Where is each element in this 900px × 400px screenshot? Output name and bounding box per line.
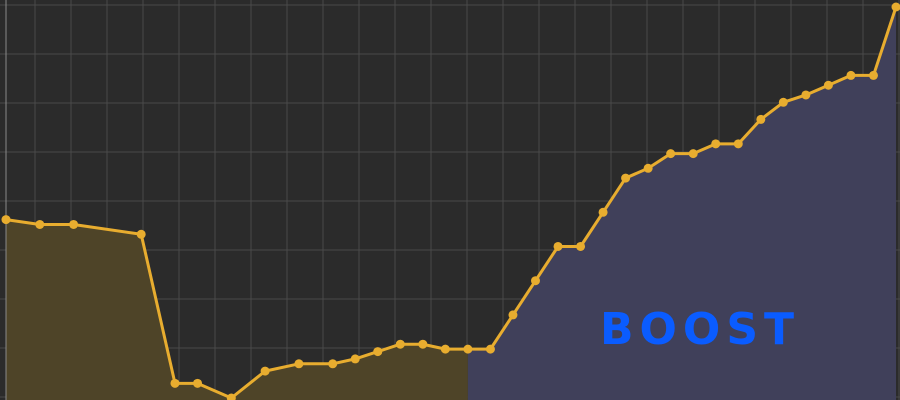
data-point xyxy=(418,339,428,349)
data-point xyxy=(294,359,304,369)
data-point xyxy=(733,139,743,149)
data-point xyxy=(69,219,79,229)
data-point xyxy=(463,344,473,354)
data-point xyxy=(35,219,45,229)
area-region-2 xyxy=(467,7,896,400)
data-point xyxy=(688,149,698,159)
data-point xyxy=(801,90,811,100)
data-point xyxy=(226,393,236,400)
data-point xyxy=(868,70,878,80)
data-point xyxy=(823,80,833,90)
data-point xyxy=(485,344,495,354)
data-point xyxy=(621,173,631,183)
boost-label: BOOST xyxy=(600,304,800,355)
data-point xyxy=(193,378,203,388)
data-point xyxy=(136,229,146,239)
data-point xyxy=(778,97,788,107)
data-point xyxy=(643,163,653,173)
data-point xyxy=(598,207,608,217)
data-point xyxy=(553,241,563,251)
data-point xyxy=(170,378,180,388)
area-regions xyxy=(6,7,896,400)
data-point xyxy=(395,339,405,349)
data-point xyxy=(530,276,540,286)
data-point xyxy=(1,215,11,225)
area-region-1 xyxy=(6,219,468,400)
data-point xyxy=(666,149,676,159)
data-point xyxy=(350,354,360,364)
data-point xyxy=(756,114,766,124)
data-point xyxy=(373,347,383,357)
data-point xyxy=(328,359,338,369)
data-point xyxy=(711,139,721,149)
data-point xyxy=(508,310,518,320)
data-point xyxy=(260,366,270,376)
data-point xyxy=(576,241,586,251)
data-point xyxy=(440,344,450,354)
data-point xyxy=(891,2,900,12)
data-point xyxy=(846,70,856,80)
